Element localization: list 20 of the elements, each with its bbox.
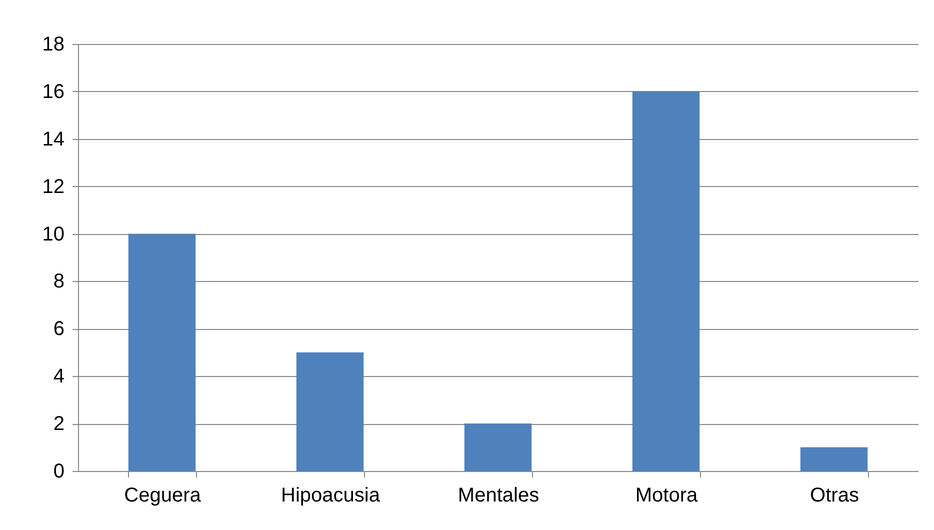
- y-tick-label: 10: [42, 223, 64, 246]
- y-tick-label: 4: [53, 366, 64, 388]
- y-tick-label: 16: [42, 80, 64, 103]
- y-tick-label: 0: [53, 460, 64, 482]
- y-tick-label: 8: [53, 270, 64, 293]
- bar: [800, 447, 868, 471]
- x-tick-label: Hipoacusia: [281, 484, 381, 506]
- y-tick-label: 18: [42, 34, 64, 56]
- y-tick-label: 6: [53, 318, 64, 340]
- bar: [464, 424, 532, 471]
- bar: [632, 91, 700, 471]
- y-tick-label: 14: [42, 128, 64, 150]
- y-tick-label: 2: [53, 413, 64, 436]
- bar: [128, 234, 196, 471]
- y-tick-label: 12: [42, 176, 64, 198]
- bar: [296, 352, 364, 471]
- x-tick-label: Ceguera: [124, 484, 202, 506]
- x-tick-label: Motora: [635, 484, 698, 506]
- x-tick-label: Otras: [810, 484, 859, 506]
- x-tick-label: Mentales: [458, 484, 540, 506]
